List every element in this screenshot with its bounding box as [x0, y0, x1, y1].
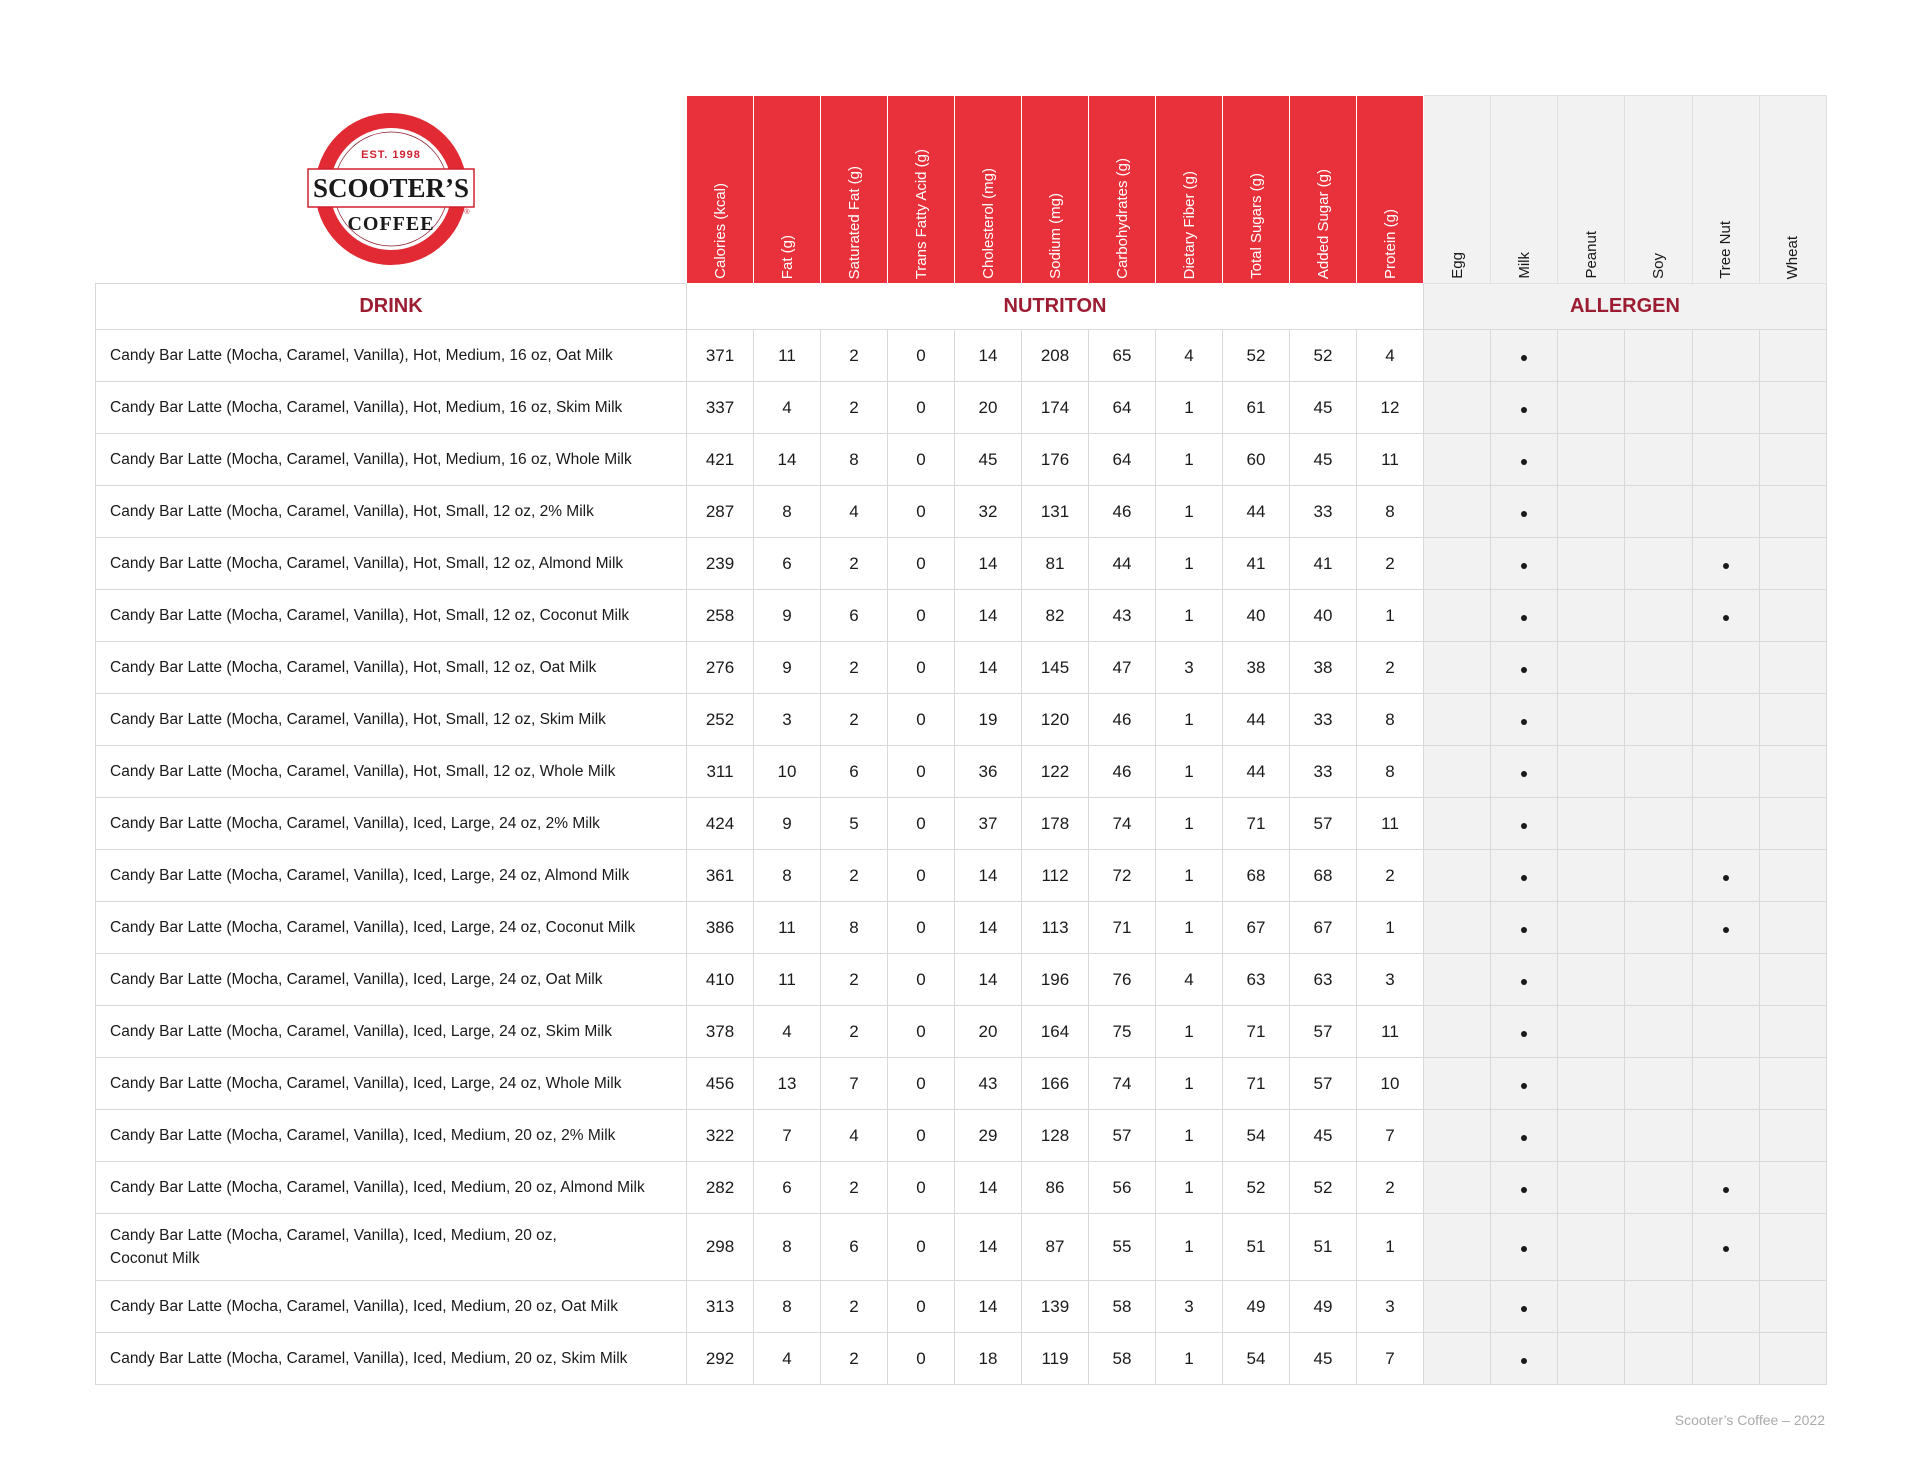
svg-text:COFFEE: COFFEE	[347, 213, 434, 235]
svg-text:EST. 1998: EST. 1998	[361, 149, 421, 161]
svg-text:SCOOTER’S: SCOOTER’S	[312, 173, 468, 203]
svg-text:®: ®	[464, 208, 470, 216]
